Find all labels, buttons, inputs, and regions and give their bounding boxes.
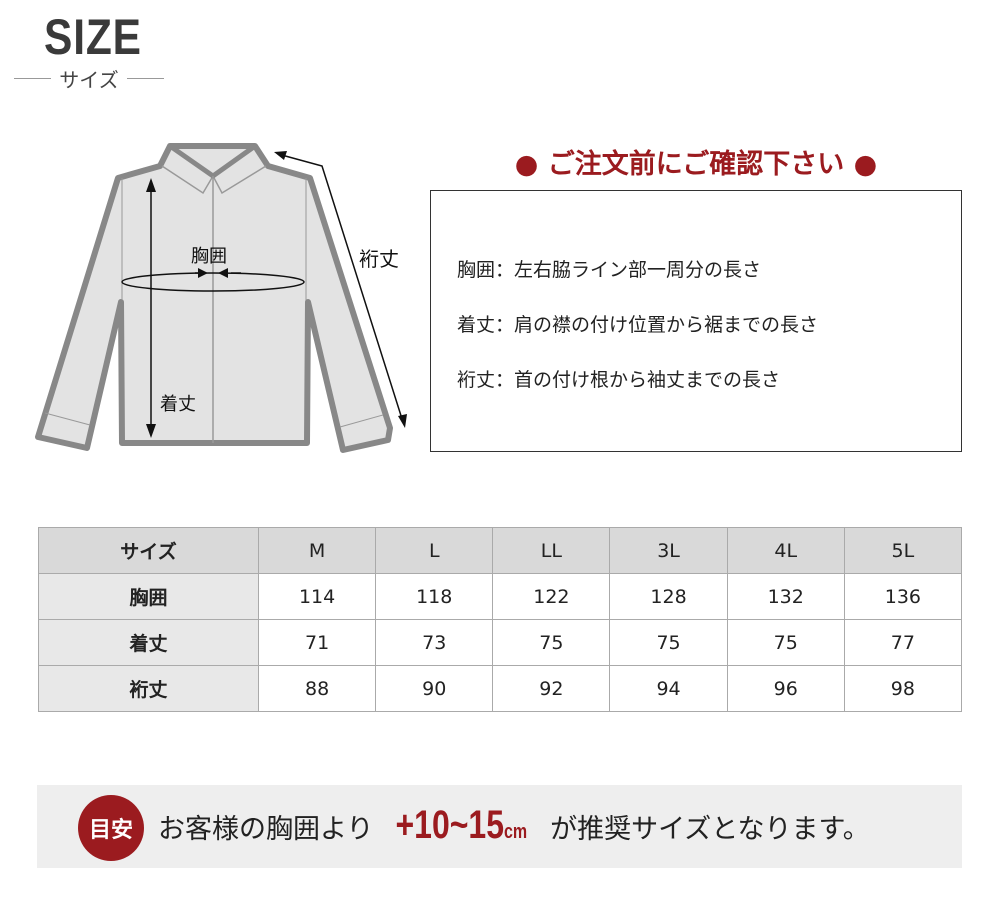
table-cell: 128 — [609, 573, 728, 620]
table-row: 胸囲 114 118 122 128 132 136 — [38, 573, 963, 620]
guide-text: お客様の胸囲より +10~15cm が推奨サイズとなります。 — [158, 803, 870, 848]
size-table: サイズ M L LL 3L 4L 5L 胸囲 114 118 122 128 1… — [38, 527, 963, 712]
sleeve-label: 裄丈 — [359, 247, 399, 271]
header-cell: M — [257, 527, 377, 574]
header-cell: 5L — [843, 527, 963, 574]
table-cell: 75 — [609, 619, 728, 666]
guide-highlight: +10~15cm — [396, 803, 528, 848]
row-label: 着丈 — [38, 619, 259, 666]
length-label: 着丈 — [160, 394, 196, 415]
chest-ellipse — [121, 272, 305, 292]
table-cell: 94 — [609, 665, 728, 712]
guide-badge: 目安 — [78, 795, 144, 861]
table-cell: 75 — [492, 619, 611, 666]
definition-sleeve: 裄丈：首の付け根から袖丈までの長さ — [457, 369, 781, 391]
guide-banner — [37, 785, 962, 868]
table-cell: 118 — [375, 573, 494, 620]
guide-suffix: が推奨サイズとなります。 — [550, 814, 870, 845]
table-row: 裄丈 88 90 92 94 96 98 — [38, 665, 963, 712]
header-cell: サイズ — [38, 527, 259, 574]
shirt-diagram — [35, 143, 407, 453]
table-cell: 98 — [843, 665, 963, 712]
table-header-row: サイズ M L LL 3L 4L 5L — [38, 527, 963, 574]
shirt-outline — [35, 143, 393, 453]
table-cell: 132 — [726, 573, 845, 620]
definition-chest: 胸囲：左右脇ライン部一周分の長さ — [457, 259, 762, 281]
table-cell: 71 — [257, 619, 377, 666]
size-subtitle: サイズ — [14, 64, 164, 93]
table-cell: 75 — [726, 619, 845, 666]
table-cell: 92 — [492, 665, 611, 712]
table-cell: 77 — [843, 619, 963, 666]
highlight-unit: cm — [504, 821, 528, 843]
header-cell: 4L — [726, 527, 845, 574]
definition-length: 着丈：肩の襟の付け位置から裾までの長さ — [457, 314, 819, 336]
size-title: SIZE — [44, 9, 142, 65]
highlight-value: +10~15 — [395, 803, 505, 847]
table-cell: 114 — [257, 573, 377, 620]
header-cell: LL — [492, 527, 611, 574]
table-cell: 90 — [375, 665, 494, 712]
divider — [14, 78, 52, 79]
notice-title: ● ご注文前にご確認下さい ● — [514, 149, 878, 180]
sleeve-arrow — [277, 153, 404, 423]
subtitle-text: サイズ — [59, 68, 119, 92]
chest-label: 胸囲 — [191, 246, 227, 267]
divider — [126, 78, 164, 79]
header-cell: 3L — [609, 527, 728, 574]
row-label: 裄丈 — [38, 665, 259, 712]
table-cell: 136 — [843, 573, 963, 620]
table-cell: 73 — [375, 619, 494, 666]
guide-prefix: お客様の胸囲より — [158, 814, 374, 845]
table-cell: 88 — [257, 665, 377, 712]
notice-box: 胸囲：左右脇ライン部一周分の長さ 着丈：肩の襟の付け位置から裾までの長さ 裄丈：… — [430, 190, 962, 452]
header-cell: L — [375, 527, 494, 574]
table-cell: 96 — [726, 665, 845, 712]
table-row: 着丈 71 73 75 75 75 77 — [38, 619, 963, 666]
row-label: 胸囲 — [38, 573, 259, 620]
table-cell: 122 — [492, 573, 611, 620]
